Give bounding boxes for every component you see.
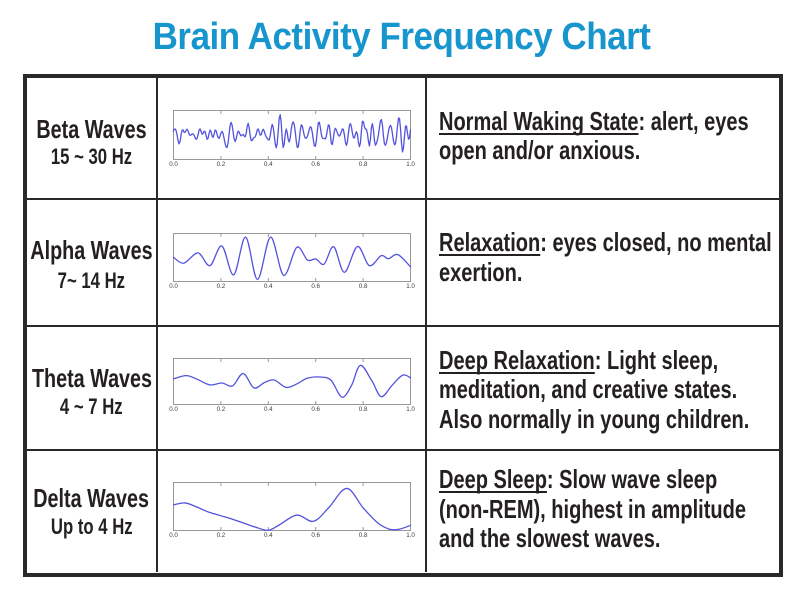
svg-text:1.0: 1.0 bbox=[406, 532, 415, 539]
svg-text:0.6: 0.6 bbox=[311, 283, 320, 290]
svg-text:0.4: 0.4 bbox=[264, 406, 273, 413]
svg-text:1.0: 1.0 bbox=[406, 406, 415, 413]
svg-text:0.4: 0.4 bbox=[264, 532, 273, 539]
svg-text:0.8: 0.8 bbox=[359, 283, 368, 290]
svg-text:0.2: 0.2 bbox=[217, 532, 226, 539]
svg-text:0.6: 0.6 bbox=[311, 406, 320, 413]
svg-text:0.8: 0.8 bbox=[359, 532, 368, 539]
svg-text:0.8: 0.8 bbox=[359, 161, 368, 168]
svg-text:0.0: 0.0 bbox=[169, 532, 178, 539]
svg-text:0.0: 0.0 bbox=[169, 161, 178, 168]
svg-text:0.2: 0.2 bbox=[217, 406, 226, 413]
svg-text:0.4: 0.4 bbox=[264, 161, 273, 168]
svg-text:0.6: 0.6 bbox=[311, 532, 320, 539]
svg-text:1.0: 1.0 bbox=[406, 283, 415, 290]
svg-text:0.8: 0.8 bbox=[359, 406, 368, 413]
svg-text:0.4: 0.4 bbox=[264, 283, 273, 290]
svg-text:0.2: 0.2 bbox=[217, 283, 226, 290]
svg-text:0.0: 0.0 bbox=[169, 406, 178, 413]
svg-text:0.2: 0.2 bbox=[217, 161, 226, 168]
svg-text:0.6: 0.6 bbox=[311, 161, 320, 168]
svg-text:0.0: 0.0 bbox=[169, 283, 178, 290]
svg-text:1.0: 1.0 bbox=[406, 161, 415, 168]
